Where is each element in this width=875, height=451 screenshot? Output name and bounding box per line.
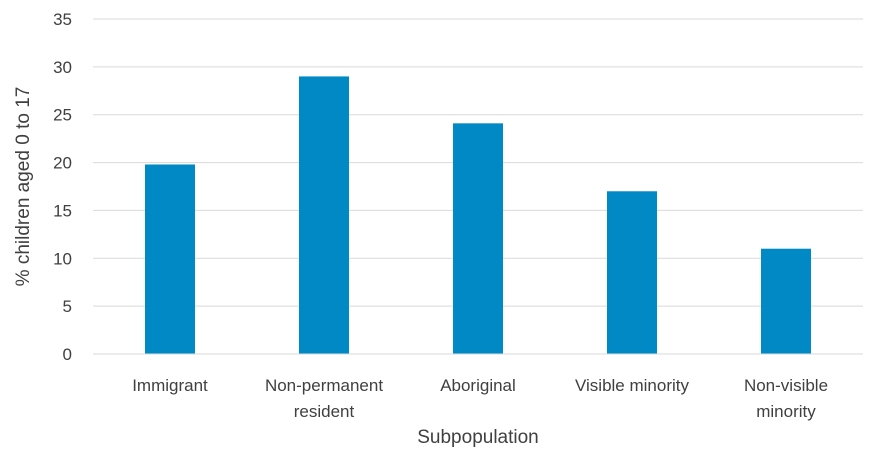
x-category-label: Immigrant bbox=[132, 376, 208, 395]
bar bbox=[607, 191, 657, 354]
x-category-label: Non-visible minority bbox=[744, 376, 828, 421]
y-axis-title: % children aged 0 to 17 bbox=[13, 87, 34, 287]
y-tick-label: 0 bbox=[63, 345, 72, 364]
y-tick-label: 30 bbox=[53, 58, 72, 77]
x-category-label-line: Immigrant bbox=[132, 376, 208, 395]
y-tick-label: 35 bbox=[53, 10, 72, 29]
y-tick-label: 5 bbox=[63, 297, 72, 316]
y-tick-label: 20 bbox=[53, 154, 72, 173]
x-category-label-line: Visible minority bbox=[575, 376, 690, 395]
x-category-label-line: Non-permanent bbox=[265, 376, 383, 395]
bar bbox=[761, 248, 811, 354]
y-axis-ticks: 0 5 10 15 20 25 30 35 bbox=[53, 10, 72, 364]
x-category-label-line: Aboriginal bbox=[440, 376, 516, 395]
y-tick-label: 25 bbox=[53, 106, 72, 125]
y-tick-label: 15 bbox=[53, 201, 72, 220]
x-category-label: Visible minority bbox=[575, 376, 690, 395]
x-axis-title: Subpopulation bbox=[417, 427, 539, 448]
bar bbox=[145, 164, 195, 354]
x-category-label-line: minority bbox=[756, 402, 816, 421]
x-axis-category-labels: Immigrant Non-permanent resident Aboriginal… bbox=[132, 376, 828, 421]
bars bbox=[145, 76, 811, 354]
x-category-label: Aboriginal bbox=[440, 376, 516, 395]
x-category-label-line: Non-visible bbox=[744, 376, 828, 395]
x-category-label: Non-permanent resident bbox=[265, 376, 383, 421]
bar bbox=[299, 76, 349, 354]
y-tick-label: 10 bbox=[53, 249, 72, 268]
x-category-label-line: resident bbox=[294, 402, 355, 421]
bar bbox=[453, 123, 503, 354]
